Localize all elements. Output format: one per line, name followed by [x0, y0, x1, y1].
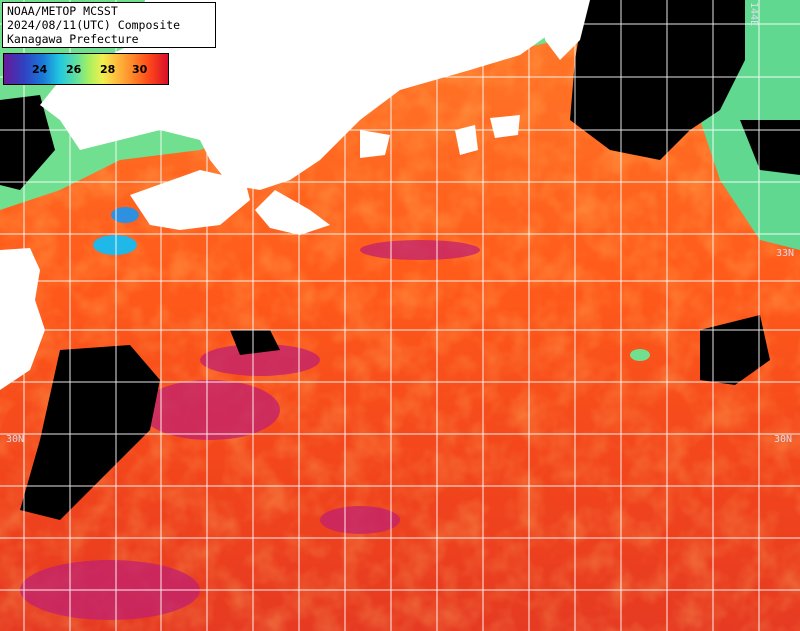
lon-label-144e: 144E [748, 2, 759, 27]
color-scale-legend: 24 26 28 30 [3, 53, 169, 85]
title-line-1: NOAA/METOP MCSST [7, 4, 118, 18]
no-data-areas [0, 0, 800, 520]
legend-tick-30: 30 [132, 63, 148, 76]
title-line-2: 2024/08/11(UTC) Composite [7, 18, 181, 32]
legend-tick-28: 28 [100, 63, 116, 76]
legend-tick-26: 26 [66, 63, 82, 76]
lat-label-33n: 33N [776, 248, 795, 259]
legend-tick-24: 24 [32, 63, 48, 76]
lat-label-30n-left: 30N [6, 434, 25, 445]
lat-label-30n-right: 30N [774, 434, 793, 445]
title-line-3: Kanagawa Prefecture [7, 32, 139, 46]
title-box: NOAA/METOP MCSST 2024/08/11(UTC) Composi… [2, 2, 216, 48]
